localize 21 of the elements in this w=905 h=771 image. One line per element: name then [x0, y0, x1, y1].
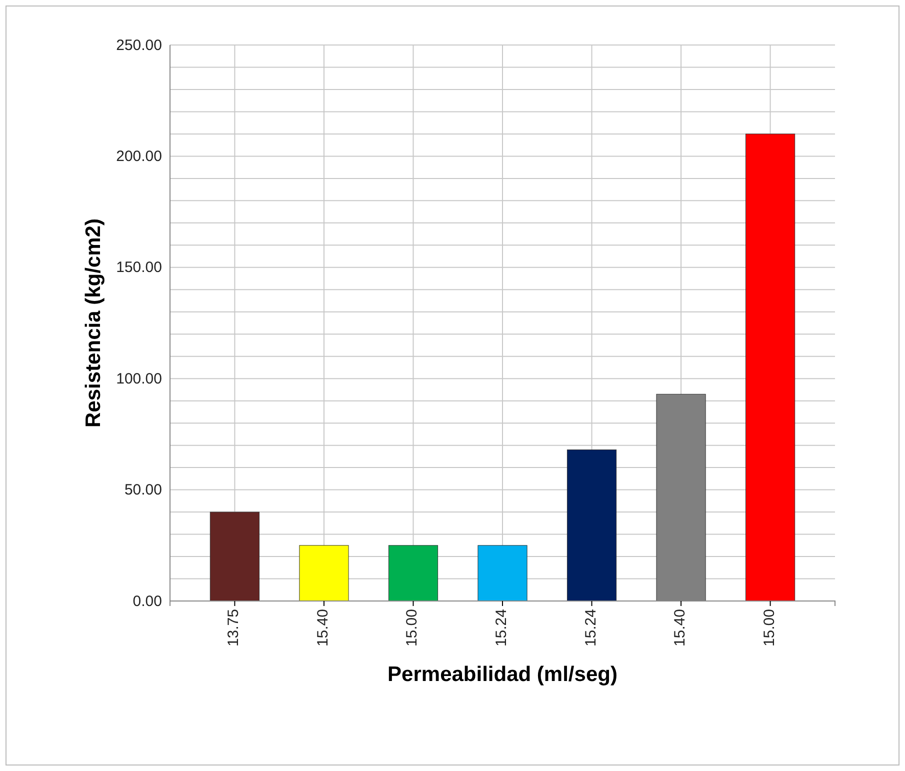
bar — [210, 512, 260, 602]
x-tick-label: 15.40 — [672, 609, 689, 647]
x-tick-label: 13.75 — [225, 609, 242, 647]
y-tick-label: 100.00 — [116, 370, 162, 388]
y-tick-label: 200.00 — [116, 148, 162, 165]
x-axis-title: Permeabilidad (ml/seg) — [388, 663, 618, 686]
x-tick-label: 15.40 — [314, 609, 332, 647]
bar — [566, 450, 617, 602]
y-tick-label: 150.00 — [116, 259, 162, 276]
y-axis-title: Resistencia (kg/cm2) — [82, 218, 105, 428]
bar — [299, 545, 349, 602]
x-tick-label: 15.00 — [760, 609, 778, 647]
bar — [478, 545, 528, 602]
x-tick-label: 15.00 — [404, 609, 421, 647]
x-tick-label: 15.24 — [582, 609, 600, 647]
bar — [745, 134, 796, 602]
x-tick-label: 15.24 — [493, 609, 510, 647]
y-tick-label: 250.00 — [116, 36, 162, 54]
y-tick-label: 50.00 — [124, 482, 162, 499]
y-tick-label: 0.00 — [132, 592, 162, 610]
bar — [388, 545, 438, 602]
